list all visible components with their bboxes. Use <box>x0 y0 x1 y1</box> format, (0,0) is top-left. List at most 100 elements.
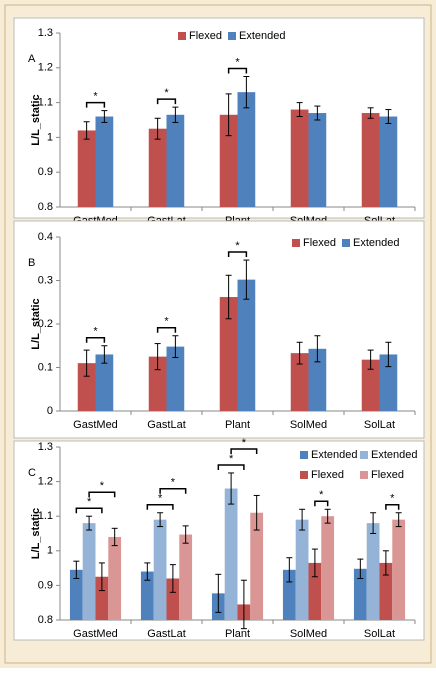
error-bar <box>225 93 232 137</box>
y-tick-label: 0.1 <box>38 361 53 373</box>
legend-label: Flexed <box>303 237 336 249</box>
legend-swatch <box>178 32 186 40</box>
legend-swatch <box>342 239 350 247</box>
error-bar <box>154 343 161 371</box>
bar <box>108 536 122 620</box>
legend-label: Extended <box>311 449 357 461</box>
error-bar <box>86 515 93 531</box>
significance-label: * <box>242 437 247 449</box>
legend-swatch <box>300 451 308 459</box>
y-tick-label: 1 <box>47 131 53 143</box>
bar <box>140 571 154 620</box>
bar <box>82 523 96 620</box>
frame <box>4 4 432 664</box>
significance-label: * <box>390 493 395 505</box>
error-bar <box>182 525 189 544</box>
bar <box>148 128 167 207</box>
error-bar <box>172 335 179 358</box>
error-bar <box>357 558 364 579</box>
bar <box>153 519 167 620</box>
significance-bracket <box>156 326 177 333</box>
significance-bracket <box>217 464 245 470</box>
legend-swatch <box>292 239 300 247</box>
error-bar <box>367 107 374 119</box>
significance-label: * <box>235 240 240 252</box>
x-tick-label: GastLat <box>147 628 186 640</box>
error-bar <box>385 109 392 124</box>
bar <box>179 534 193 620</box>
bar <box>361 359 380 411</box>
error-bar <box>98 562 105 592</box>
bar <box>321 516 335 620</box>
y-axis-label: L/L_static <box>30 94 42 145</box>
legend-swatch <box>360 471 368 479</box>
y-axis-label: L/L_static <box>30 508 42 559</box>
y-tick-label: 0.8 <box>38 201 53 213</box>
error-bar <box>382 550 389 576</box>
error-bar <box>370 512 377 534</box>
error-bar <box>101 345 108 364</box>
error-bar <box>228 472 235 505</box>
x-tick-label: SolMed <box>290 628 327 640</box>
error-bar <box>157 512 164 528</box>
significance-bracket <box>159 487 187 494</box>
error-bar <box>225 274 232 320</box>
x-tick-label: SolMed <box>290 419 327 431</box>
bar <box>361 113 380 207</box>
legend-label: Extended <box>371 449 417 461</box>
legend-label: Flexed <box>311 469 344 481</box>
significance-bracket <box>75 507 103 514</box>
error-bar <box>367 349 374 370</box>
x-tick-label: Plant <box>225 628 250 640</box>
error-bar <box>314 105 321 121</box>
y-tick-label: 0 <box>47 405 53 417</box>
bar <box>77 363 96 411</box>
x-tick-label: Plant <box>225 419 250 431</box>
bar <box>379 562 393 620</box>
significance-label: * <box>93 91 98 103</box>
error-bar <box>243 259 250 300</box>
y-tick-label: 1 <box>47 545 53 557</box>
y-tick-label: 1.1 <box>38 510 53 522</box>
legend-label: Flexed <box>371 469 404 481</box>
significance-label: * <box>164 87 169 99</box>
bar <box>379 354 398 411</box>
legend-swatch <box>360 451 368 459</box>
bar <box>282 569 296 620</box>
bar <box>237 92 256 207</box>
bar <box>166 346 185 411</box>
significance-bracket <box>314 500 329 507</box>
error-bar <box>395 512 402 528</box>
y-tick-label: 0.4 <box>38 231 53 243</box>
y-tick-label: 0.8 <box>38 614 53 626</box>
panel-label: C <box>28 467 36 479</box>
bar <box>290 353 309 411</box>
error-bar <box>240 579 247 630</box>
error-bar <box>385 341 392 368</box>
y-tick-label: 0.9 <box>38 166 53 178</box>
bar <box>69 569 83 620</box>
significance-label: * <box>164 316 169 328</box>
bar <box>366 523 380 620</box>
bar <box>237 279 256 411</box>
bar <box>308 113 327 207</box>
x-tick-label: GastMed <box>73 628 118 640</box>
significance-label: * <box>93 326 98 338</box>
error-bar <box>144 562 151 581</box>
legend-label: Flexed <box>189 30 222 42</box>
y-tick-label: 1.3 <box>38 27 53 39</box>
error-bar <box>169 564 176 593</box>
y-tick-label: 1.2 <box>38 476 53 488</box>
y-tick-label: 1.2 <box>38 62 53 74</box>
y-tick-label: 0.2 <box>38 318 53 330</box>
error-bar <box>111 527 118 547</box>
error-bar <box>243 76 250 109</box>
error-bar <box>83 121 90 140</box>
legend-label: Extended <box>353 237 399 249</box>
x-tick-label: GastLat <box>147 419 186 431</box>
bar <box>95 354 114 411</box>
bar <box>219 114 238 207</box>
bar <box>224 488 238 620</box>
significance-bracket <box>146 503 174 510</box>
